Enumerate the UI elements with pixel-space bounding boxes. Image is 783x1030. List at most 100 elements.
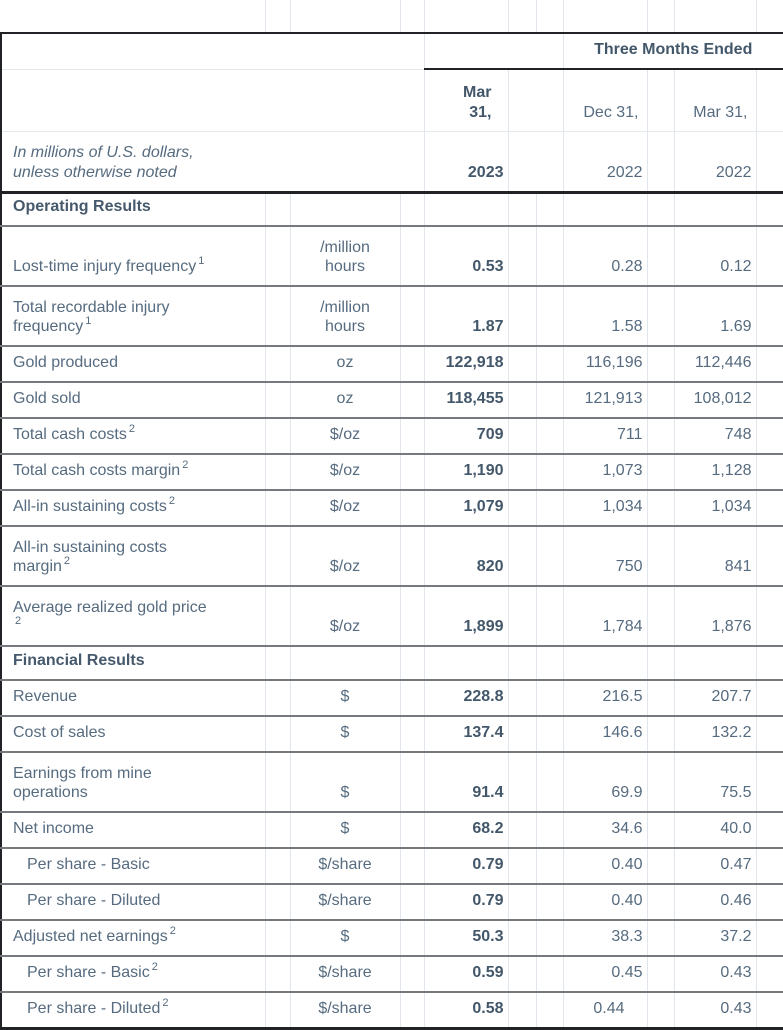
value-cell-current: 1,079 [424,490,509,527]
spacer-cell [265,680,291,717]
spacer-cell [400,490,425,527]
spacer-cell [536,956,564,993]
unit-cell: $/oz [290,454,401,491]
value-cell-q1-2022: 748 [674,418,757,455]
spacer-cell [756,490,783,527]
spacer-cell [508,0,537,34]
spacer-cell [647,0,675,34]
spacer-cell [290,646,401,681]
row-label-text: Per share - Basic [27,856,150,874]
spacer-cell [508,884,537,921]
unit-cell: oz [290,346,401,383]
value-cell-q4-2022: 121,913 [563,382,648,419]
spacer-cell [647,131,675,194]
value-cell-q1-2022: 40.0 [674,812,757,849]
row-label: Revenue [0,680,266,717]
row-label-text: All-in sustaining costs [13,498,167,516]
spacer-cell [265,226,291,287]
spacer-cell [265,0,291,34]
column-header-date-q1-2022: Mar 31, [674,69,757,132]
value-cell-q1-2022: 1,876 [674,586,757,647]
spacer-cell [265,752,291,813]
spacer-cell [508,716,537,753]
spacer-cell [508,680,537,717]
footnote-marker: 2 [182,459,189,472]
spacer-cell [0,33,425,70]
value-cell-current: 709 [424,418,509,455]
spacer-cell [400,192,425,227]
unit-cell: /million hours [290,286,401,347]
row-label-text: Adjusted net earnings [13,928,168,946]
spacer-cell [508,382,537,419]
row-label-text: Per share - Diluted [27,892,161,910]
period-header: Three Months Ended [563,33,783,70]
spacer-cell [265,286,291,347]
spacer-cell [400,382,425,419]
spacer-cell [265,454,291,491]
spacer-cell [400,920,425,957]
value-cell-q4-2022: 0.40 [563,884,648,921]
spacer-cell [0,69,425,132]
table-row: Per share - Basic $/share 0.79 0.40 0.47 [0,848,783,885]
spacer-cell [756,0,783,34]
footnote-marker: 2 [162,996,169,1009]
spacer-cell [265,812,291,849]
spacer-cell [536,586,564,647]
value-cell-q4-2022: 0.45 [563,956,648,993]
spacer-cell [563,192,648,227]
spacer-cell [536,0,564,34]
value-cell-current: 0.79 [424,848,509,885]
unit-cell: $ [290,920,401,957]
value-cell-q1-2022: 207.7 [674,680,757,717]
column-header-date-current: Mar 31, [424,69,509,132]
spacer-cell [647,526,675,587]
spacer-cell [400,716,425,753]
spacer-cell [508,418,537,455]
value-cell-q4-2022: 1,034 [563,490,648,527]
value-cell-q4-2022: 1,073 [563,454,648,491]
spacer-cell [1,0,266,34]
spacer-cell [508,586,537,647]
row-label: Average realized gold price 2 [0,586,266,647]
value-cell-q1-2022: 108,012 [674,382,757,419]
value-cell-q1-2022: 1.69 [674,286,757,347]
spacer-cell [647,346,675,383]
spacer-cell [674,192,757,227]
value-cell-q4-2022: 34.6 [563,812,648,849]
spacer-cell [508,490,537,527]
unit-cell: $ [290,812,401,849]
footnote-marker: 1 [198,255,205,268]
row-label: Per share - Basic [0,848,266,885]
row-label: Cost of sales [0,716,266,753]
row-label: Lost-time injury frequency 1 [0,226,266,287]
spacer-cell [756,382,783,419]
spacer-cell [508,646,537,681]
spacer-cell [756,956,783,993]
spacer-cell [756,920,783,957]
table-row: All-in sustaining costs 2 $/oz 1,079 1,034 1,… [0,490,783,527]
value-cell-current: 50.3 [424,920,509,957]
unit-cell: $/share [290,884,401,921]
spacer-cell [424,646,509,681]
table-row: Cost of sales $137.4 146.6 132.2 [0,716,783,753]
spacer-cell [756,526,783,587]
spacer-cell [536,884,564,921]
spacer-cell [756,192,783,227]
value-cell-q4-2022: 0.44 [563,992,648,1030]
column-header-year-q4-2022: 2022 [563,131,648,194]
spacer-cell [400,526,425,587]
spacer-cell [508,69,564,132]
spacer-cell [647,992,675,1030]
column-header-year-current: 2023 [424,131,509,194]
table-row: Total recordable injury frequency 1/milli… [0,286,783,347]
row-label-text: Total cash costs margin [13,462,181,480]
spacer-cell [756,226,783,287]
spacer-cell [265,418,291,455]
value-cell-current: 0.59 [424,956,509,993]
spacer-cell [400,680,425,717]
spacer-cell [647,69,675,132]
spacer-cell [647,812,675,849]
unit-cell: $/oz [290,526,401,587]
spacer-cell [756,131,783,194]
